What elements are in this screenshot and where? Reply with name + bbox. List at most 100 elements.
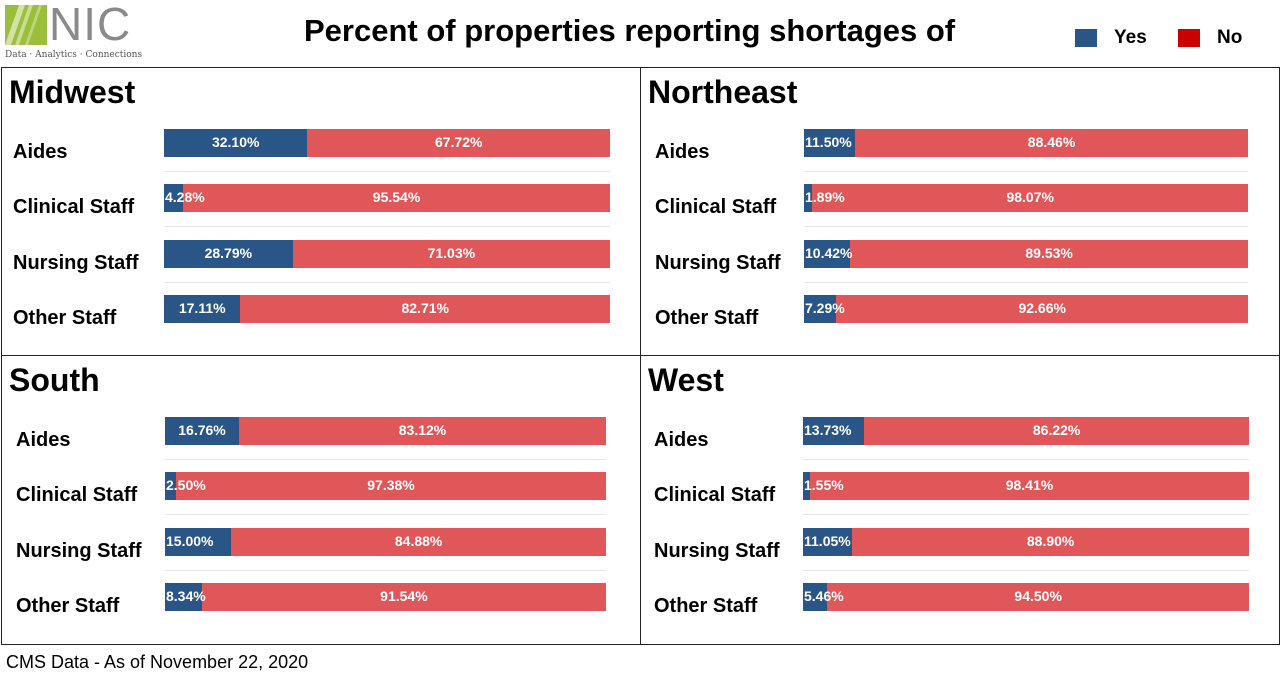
data-label-no: 91.54% (380, 588, 428, 604)
bar-no (850, 240, 1248, 268)
panel-midwest: Midwest Aides 32.10% 67.72% Clinical Staff 4.… (1, 67, 641, 356)
stacked-bar: 28.79% 71.03% (164, 240, 610, 268)
category-label: Other Staff (654, 595, 758, 617)
bar-row: Clinical Staff 2.50% 97.38% (2, 472, 640, 526)
bar-row: Aides 32.10% 67.72% (2, 129, 640, 183)
category-label: Aides (654, 429, 709, 451)
bar-yes (803, 583, 828, 611)
bar-row: Other Staff 5.46% 94.50% (641, 583, 1279, 637)
bar-yes (803, 417, 865, 445)
data-label-yes: 4.28% (165, 189, 205, 205)
row-separator (804, 171, 1248, 172)
row-separator (803, 459, 1249, 460)
bar-no (809, 472, 1249, 500)
nic-logo: NIC Data · Analytics · Connections (3, 0, 143, 61)
data-label-no: 92.66% (1018, 300, 1066, 316)
data-label-yes: 17.11% (178, 300, 226, 316)
stacked-bar: 1.55% 98.41% (803, 472, 1249, 500)
bar-yes (165, 528, 232, 556)
bar-row: Clinical Staff 1.55% 98.41% (641, 472, 1279, 526)
bar-row: Nursing Staff 10.42% 89.53% (641, 240, 1279, 294)
stacked-bar: 17.11% 82.71% (164, 295, 610, 323)
data-label-yes: 2.50% (166, 477, 206, 493)
bar-row: Other Staff 7.29% 92.66% (641, 295, 1279, 349)
logo-mark-icon (5, 5, 47, 45)
data-label-no: 84.88% (394, 533, 443, 549)
data-label-yes: 5.46% (804, 588, 844, 604)
data-label-no: 95.54% (372, 189, 421, 205)
bar-yes (165, 417, 239, 445)
stacked-bar: 10.42% 89.53% (804, 240, 1248, 268)
bar-yes (164, 184, 184, 212)
bar-no (812, 184, 1248, 212)
panel-title-west: West (648, 362, 724, 398)
bar-yes (803, 472, 810, 500)
data-label-yes: 16.76% (178, 422, 226, 438)
stacked-bar: 16.76% 83.12% (165, 417, 606, 445)
bar-row: Other Staff 17.11% 82.71% (2, 295, 640, 349)
legend: Yes No (1075, 26, 1255, 50)
bar-yes (165, 472, 177, 500)
bar-yes (804, 184, 813, 212)
stacked-bar: 5.46% 94.50% (803, 583, 1249, 611)
row-separator (803, 570, 1249, 571)
stacked-bar: 1.89% 98.07% (804, 184, 1248, 212)
category-label: Clinical Staff (655, 196, 777, 218)
category-label: Nursing Staff (655, 252, 781, 274)
row-separator (803, 514, 1249, 515)
data-label-no: 88.90% (1026, 533, 1075, 549)
bar-row: Nursing Staff 28.79% 71.03% (2, 240, 640, 294)
category-label: Aides (16, 429, 71, 451)
bar-no (852, 528, 1249, 556)
data-label-no: 94.50% (1014, 588, 1062, 604)
panel-title-northeast: Northeast (648, 74, 798, 110)
data-label-no: 67.72% (434, 134, 483, 150)
data-label-yes: 1.89% (805, 189, 845, 205)
bar-row: Nursing Staff 15.00% 84.88% (2, 528, 640, 582)
stacked-bar: 13.73% 86.22% (803, 417, 1249, 445)
bar-row: Clinical Staff 4.28% 95.54% (2, 184, 640, 238)
stacked-bar: 11.05% 88.90% (803, 528, 1249, 556)
bar-no (240, 295, 610, 323)
row-separator (804, 226, 1248, 227)
bar-yes (164, 240, 293, 268)
data-label-yes: 7.29% (805, 300, 845, 316)
bar-no (864, 417, 1249, 445)
bar-row: Clinical Staff 1.89% 98.07% (641, 184, 1279, 238)
row-separator (165, 514, 606, 515)
panel-title-midwest: Midwest (9, 74, 136, 110)
row-separator (165, 459, 606, 460)
panel-west: West Aides 13.73% 86.22% Clinical Staff 1.55%… (640, 355, 1280, 645)
bar-yes (804, 240, 851, 268)
data-label-yes: 28.79% (204, 245, 253, 261)
bar-yes (804, 295, 837, 323)
data-label-yes: 11.05% (804, 533, 851, 549)
bar-no (201, 583, 606, 611)
bar-row: Aides 13.73% 86.22% (641, 417, 1279, 471)
row-separator (165, 570, 606, 571)
legend-label-no: No (1217, 27, 1243, 48)
stacked-bar: 2.50% 97.38% (165, 472, 606, 500)
bar-yes (164, 129, 308, 157)
row-separator (804, 282, 1248, 283)
data-label-no: 88.46% (1027, 134, 1076, 150)
bar-no (307, 129, 610, 157)
bar-no (239, 417, 606, 445)
data-label-yes: 15.00% (166, 533, 214, 549)
legend-label-yes: Yes (1114, 27, 1147, 48)
data-label-yes: 13.73% (804, 422, 852, 438)
legend-swatch-no (1178, 29, 1200, 47)
row-separator (164, 226, 610, 227)
category-label: Aides (655, 141, 710, 163)
row-separator (164, 171, 610, 172)
category-label: Aides (13, 141, 68, 163)
bar-no (855, 129, 1248, 157)
logo-wordmark: NIC (49, 0, 132, 50)
data-label-yes: 32.10% (211, 134, 260, 150)
panel-northeast: Northeast Aides 11.50% 88.46% Clinical Staff… (640, 67, 1280, 356)
category-label: Nursing Staff (654, 540, 780, 562)
stacked-bar: 15.00% 84.88% (165, 528, 606, 556)
data-label-no: 98.07% (1006, 189, 1054, 205)
category-label: Other Staff (655, 307, 759, 329)
category-label: Clinical Staff (13, 196, 135, 218)
